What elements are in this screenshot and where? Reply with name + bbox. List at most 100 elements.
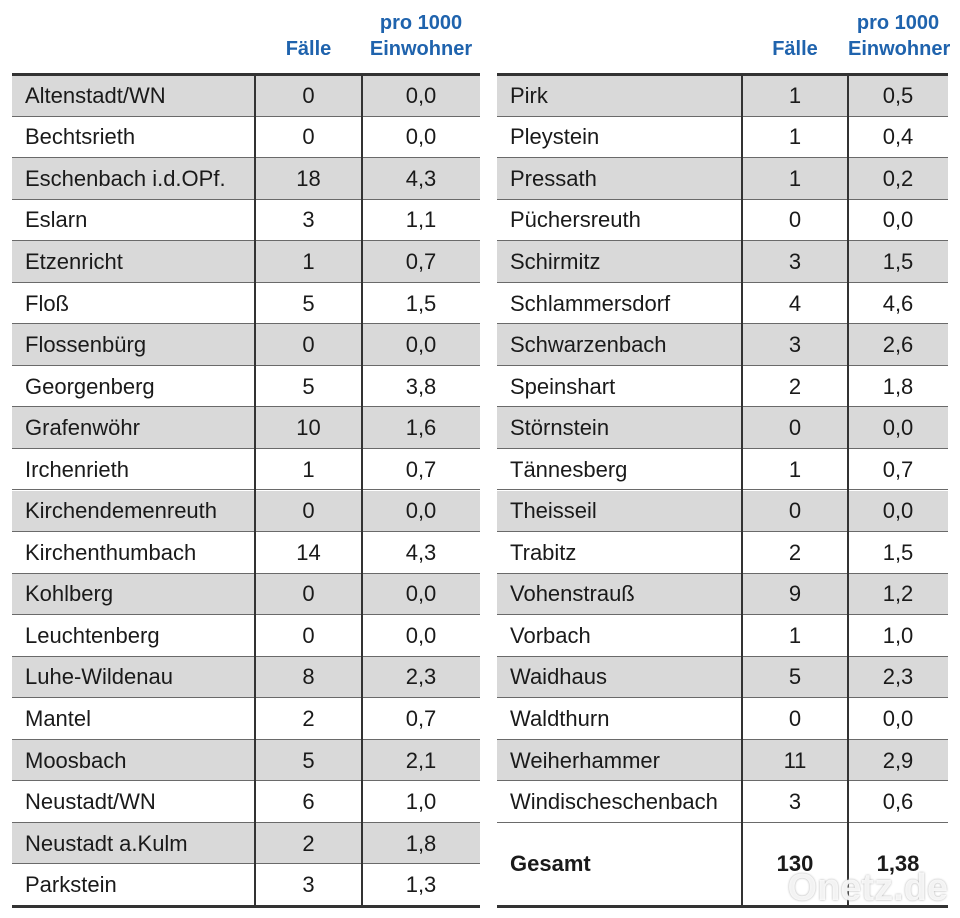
rate-cell: 0,0: [405, 82, 437, 108]
rate-cell: 2,3: [882, 664, 914, 690]
rate-cell: 0,7: [405, 706, 437, 732]
column-divider: [847, 75, 849, 906]
cases-cell: 0: [788, 207, 802, 233]
table-row: [12, 75, 480, 117]
rate-cell: 4,6: [882, 290, 914, 316]
cases-cell: 0: [302, 332, 315, 358]
table-row: [497, 490, 948, 533]
table-top-border: [12, 73, 480, 76]
table-row: [12, 822, 480, 865]
rate-cell: 4,3: [405, 539, 437, 565]
cases-cell: 3: [302, 872, 315, 898]
column-divider: [254, 75, 256, 906]
name-cell: Trabitz: [510, 539, 577, 565]
table-row: [497, 532, 948, 574]
watermark: Onetz.de: [787, 867, 948, 909]
name-cell: Waidhaus: [510, 664, 608, 690]
rate-cell: 0,0: [882, 498, 914, 524]
cases-cell: 10: [296, 415, 321, 441]
name-cell: Püchersreuth: [510, 207, 641, 233]
cases-cell: 1: [788, 165, 802, 191]
cases-cell: 5: [302, 747, 315, 773]
rate-cell: 0,6: [882, 789, 914, 815]
cases-cell: 0: [302, 124, 315, 150]
cases-cell: 11: [783, 747, 807, 773]
table-row: [497, 739, 948, 782]
rate-cell: 0,0: [405, 498, 437, 524]
table-row: [497, 75, 948, 117]
header-cases: Fälle: [772, 38, 818, 60]
cases-cell: 2: [302, 706, 315, 732]
name-cell: Eslarn: [25, 207, 88, 233]
cases-cell: 3: [302, 207, 315, 233]
column-divider: [361, 75, 363, 906]
cases-cell: 2: [788, 539, 802, 565]
cases-cell: 1: [302, 248, 315, 274]
name-cell: Gesamt: [510, 851, 591, 877]
rate-cell: 1,8: [405, 830, 437, 856]
table-row: [12, 365, 480, 408]
name-cell: Floß: [25, 290, 69, 316]
table-row: [12, 282, 480, 325]
cases-cell: 9: [788, 581, 802, 607]
name-cell: Moosbach: [25, 747, 127, 773]
cases-cell: 0: [302, 581, 315, 607]
rate-cell: 0,0: [882, 415, 914, 441]
table-row: [497, 822, 948, 906]
header-rate: pro 1000: [856, 12, 940, 34]
cases-cell: 0: [788, 706, 802, 732]
cases-cell: 1: [788, 82, 802, 108]
cases-cell: 0: [788, 415, 802, 441]
name-cell: Waldthurn: [510, 706, 610, 732]
rate-cell: 4,3: [405, 165, 437, 191]
name-cell: Neustadt/WN: [25, 789, 156, 815]
rate-cell: 1,6: [405, 415, 437, 441]
table-bottom-border: [12, 905, 480, 908]
rate-cell: 1,1: [405, 207, 437, 233]
table-row: [12, 199, 480, 242]
rate-cell: 0,5: [882, 82, 914, 108]
header-rate: pro 1000: [379, 12, 463, 34]
cases-cell: 3: [788, 789, 802, 815]
table-row: [497, 241, 948, 283]
table-row: [497, 407, 948, 449]
cases-cell: 8: [302, 664, 315, 690]
cases-cell: 3: [788, 332, 802, 358]
rate-cell: 0,7: [405, 248, 437, 274]
rate-cell: 0,0: [882, 706, 914, 732]
rate-cell: 1,8: [882, 373, 914, 399]
table-row: [12, 615, 480, 657]
name-cell: Grafenwöhr: [25, 415, 140, 441]
cases-cell: 6: [302, 789, 315, 815]
cases-cell: 0: [302, 622, 315, 648]
name-cell: Flossenbürg: [25, 332, 147, 358]
name-cell: Vorbach: [510, 622, 591, 648]
cases-cell: 0: [302, 498, 315, 524]
name-cell: Georgenberg: [25, 373, 155, 399]
table-row: [497, 698, 948, 740]
table-row: [497, 781, 948, 823]
rate-cell: 1,38: [876, 851, 920, 877]
rate-cell: 0,0: [405, 332, 437, 358]
name-cell: Pirk: [510, 82, 548, 108]
column-divider: [741, 75, 743, 906]
table-row: [497, 365, 948, 408]
name-cell: Kirchenthumbach: [25, 539, 197, 565]
rate-cell: 1,5: [882, 248, 914, 274]
name-cell: Bechtsrieth: [25, 124, 136, 150]
cases-cell: 5: [302, 290, 315, 316]
name-cell: Leuchtenberg: [25, 622, 160, 648]
table-row: [497, 116, 948, 159]
table-row: [12, 698, 480, 740]
table-row: [497, 573, 948, 616]
table-row: [12, 781, 480, 823]
rate-cell: 3,8: [405, 373, 437, 399]
cases-cell: 2: [302, 830, 315, 856]
name-cell: Pressath: [510, 165, 597, 191]
rate-cell: 2,1: [405, 747, 437, 773]
header-cases: Fälle: [285, 38, 332, 60]
rate-cell: 1,2: [882, 581, 914, 607]
table-row: [497, 615, 948, 657]
name-cell: Etzenricht: [25, 248, 123, 274]
